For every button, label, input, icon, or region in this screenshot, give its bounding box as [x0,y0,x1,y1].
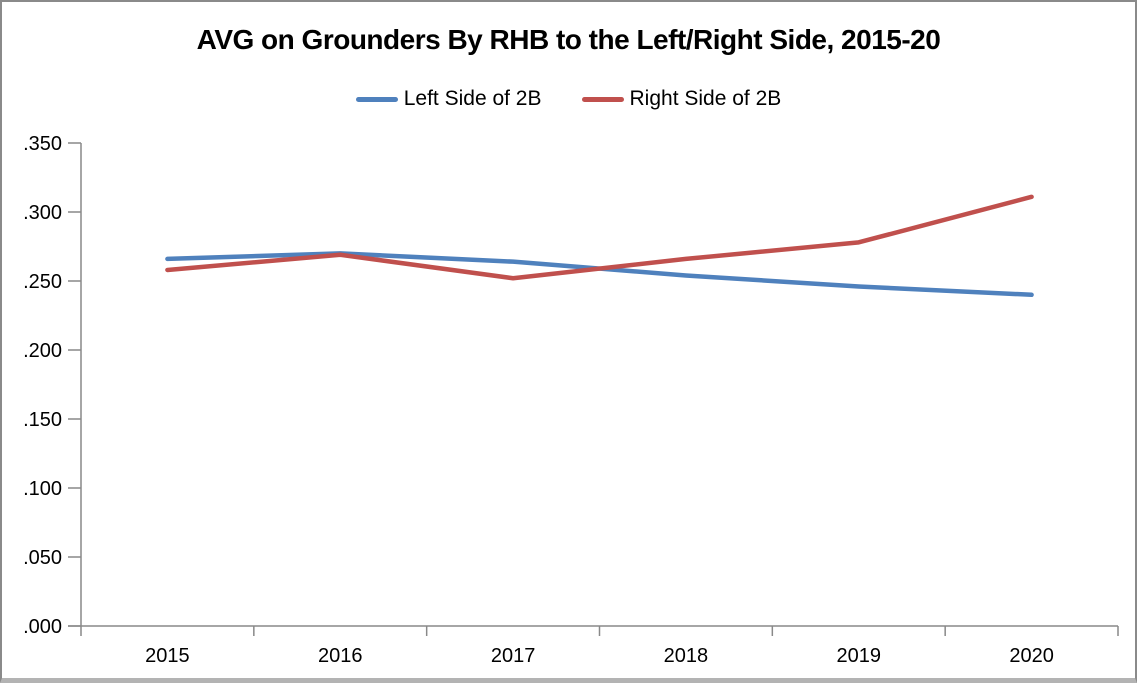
legend-label: Right Side of 2B [629,87,782,110]
series-line-right-side [165,194,1034,281]
y-tick-label: .150 [23,409,62,431]
x-tick-label: 2015 [145,645,190,667]
chart-title: AVG on Grounders By RHB to the Left/Righ… [196,24,941,55]
legend-item-right-side: Right Side of 2B [581,87,782,111]
legend-swatch-icon [355,96,398,102]
legend: Left Side of 2B Right Side of 2B [2,86,1135,112]
y-tick-label: .200 [23,340,62,362]
legend-item-left-side: Left Side of 2B [355,87,542,111]
x-tick-label: 2019 [837,645,882,667]
x-tick-label: 2017 [491,645,536,667]
x-tick-label: 2020 [1009,645,1054,667]
y-tick-label: .300 [23,202,62,224]
y-tick-label: .050 [23,547,62,569]
legend-swatch-icon [581,96,624,102]
x-tick-label: 2016 [318,645,363,667]
y-tick-label: .350 [23,133,62,155]
y-tick-label: .250 [23,271,62,293]
legend-label: Left Side of 2B [403,87,542,110]
x-tick-label: 2018 [664,645,709,667]
y-tick-label: .100 [23,478,62,500]
y-tick-label: .000 [23,616,62,638]
